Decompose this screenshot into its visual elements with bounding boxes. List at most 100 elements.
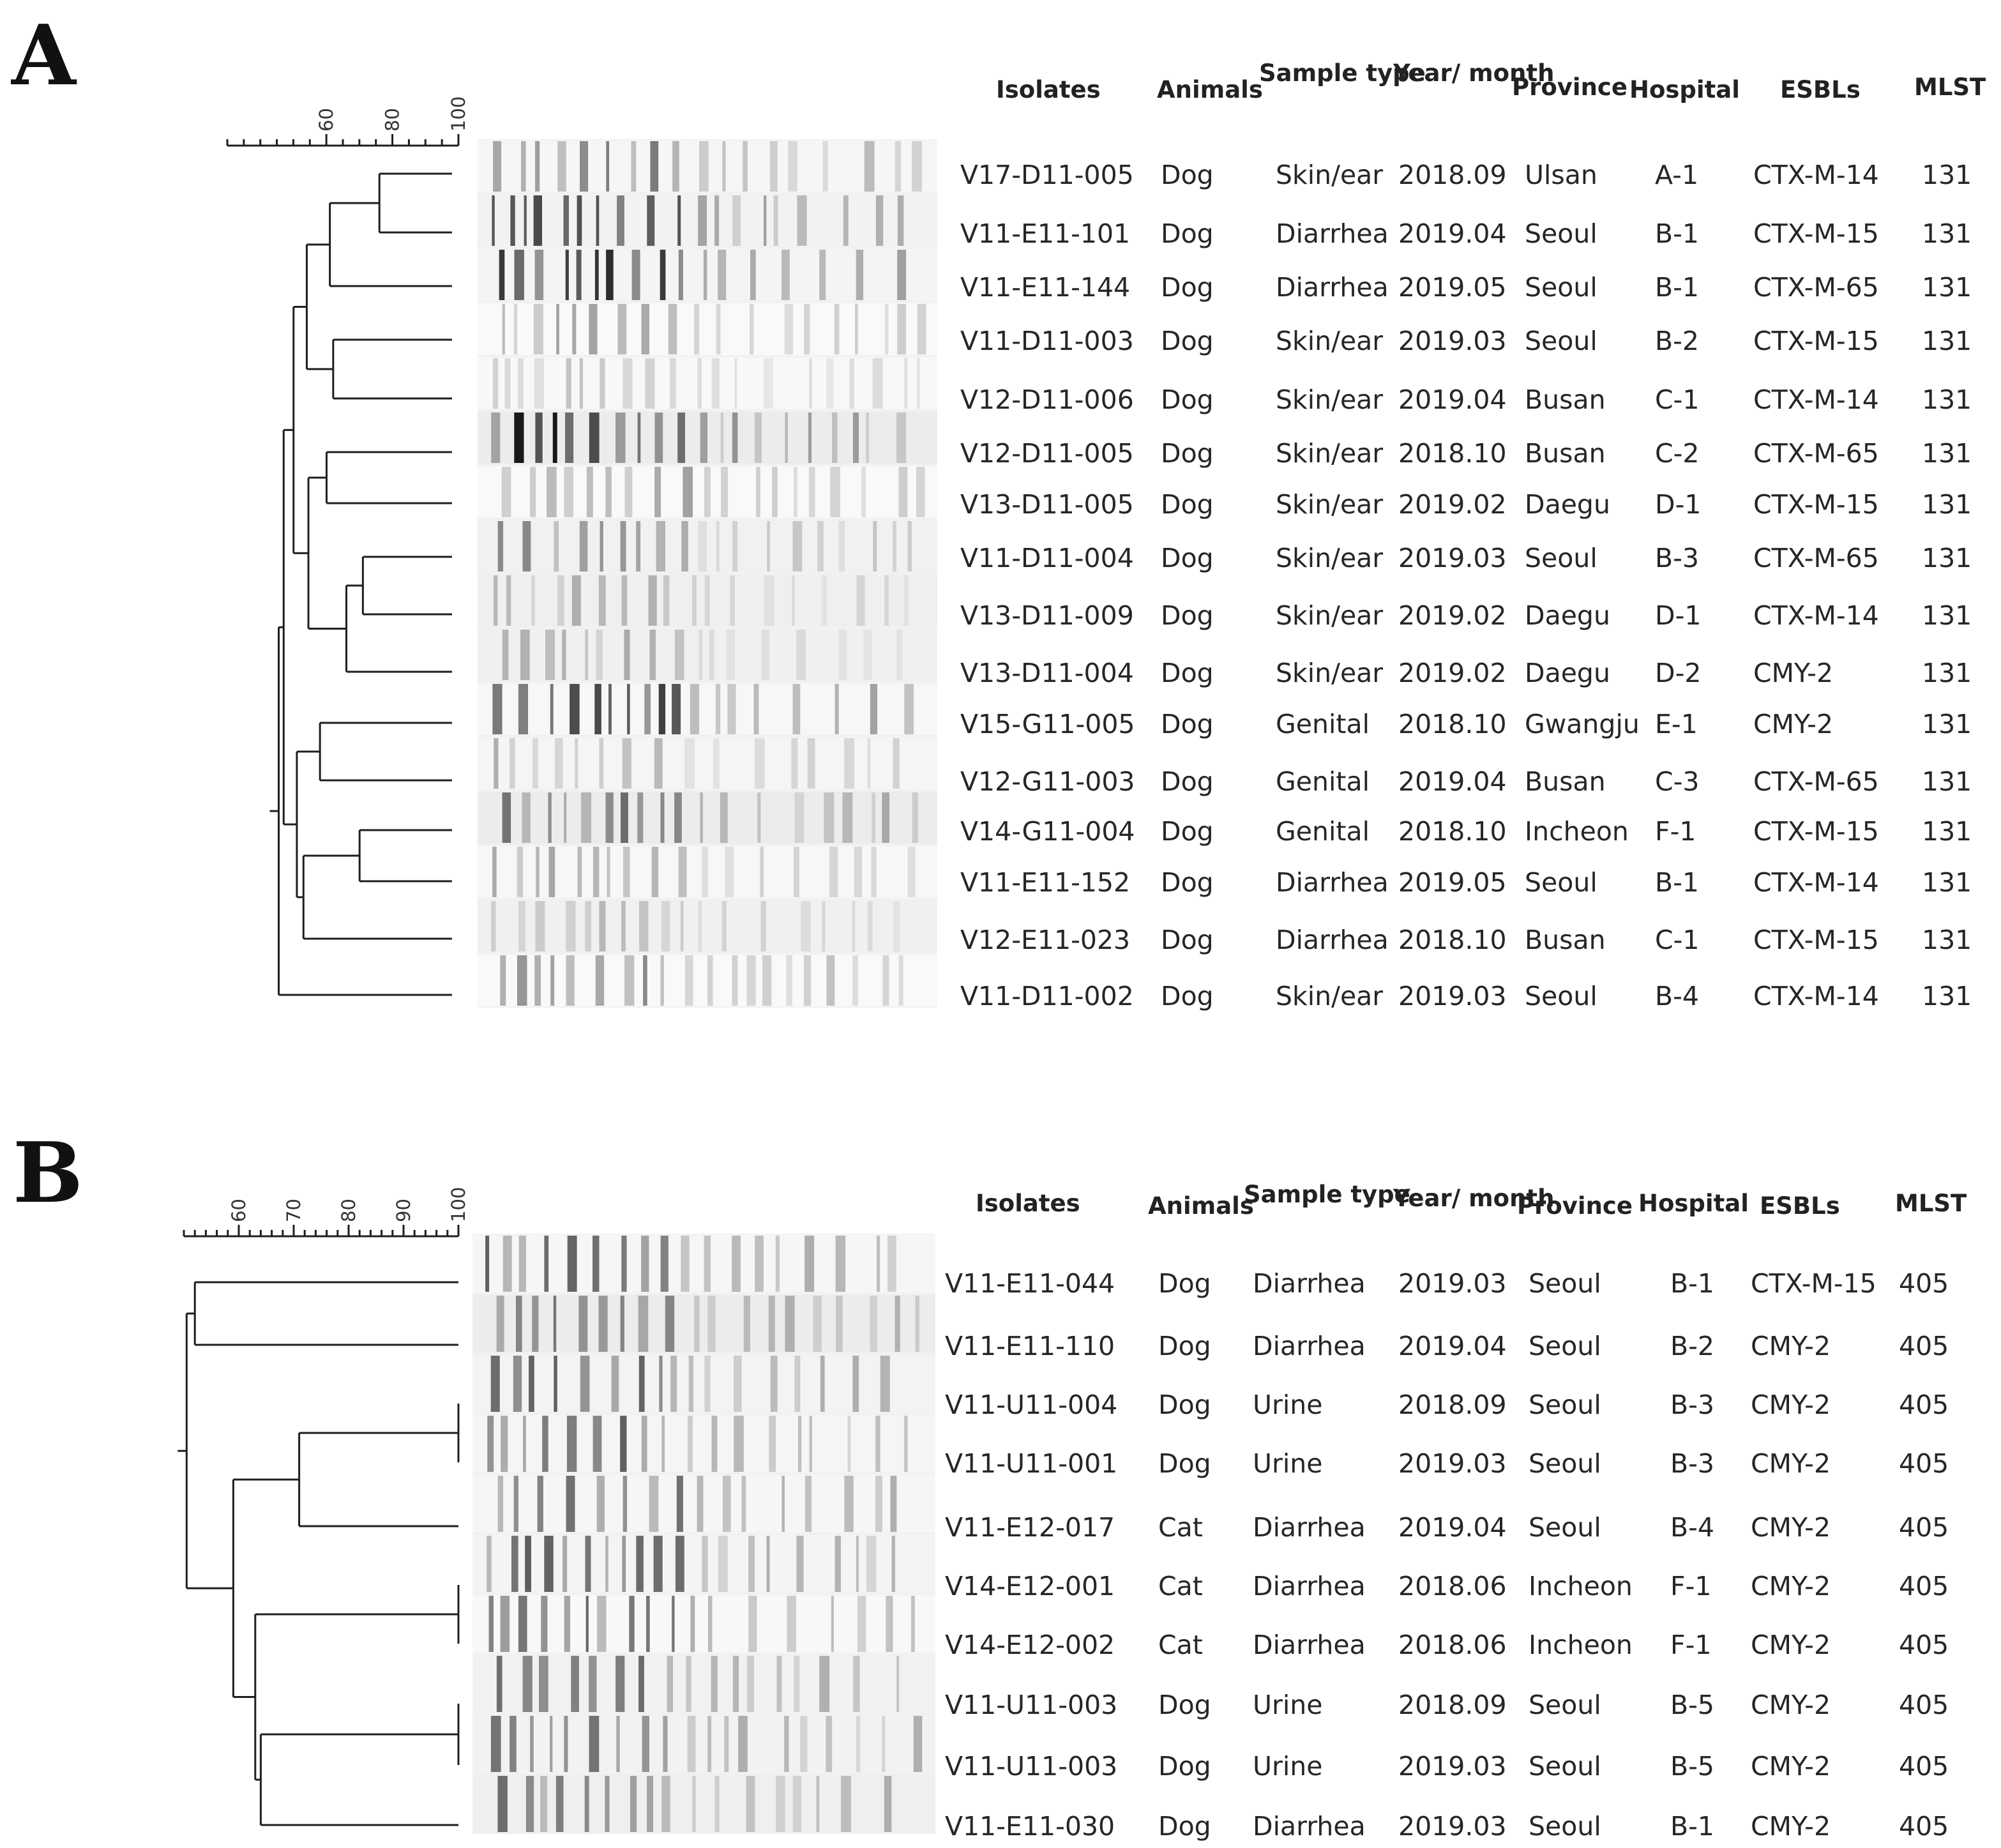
gel-band [872, 358, 883, 409]
gel-band [564, 1596, 571, 1652]
gel-band [886, 1596, 893, 1652]
gel-band [809, 1416, 812, 1472]
pfge-gel [478, 139, 937, 1008]
gel-band [624, 467, 633, 517]
gel-lane [472, 1775, 935, 1833]
gel-band [684, 955, 693, 1006]
gel-band [841, 1776, 851, 1832]
gel-band [485, 1236, 490, 1292]
pfge-gel [472, 1234, 935, 1834]
gel-band [534, 250, 544, 300]
gel-band [620, 521, 626, 572]
gel-band [707, 1296, 716, 1352]
gel-band [525, 1776, 534, 1832]
province: Busan [1525, 925, 1606, 955]
isolate-id: V11-E11-101 [960, 218, 1131, 249]
year-month: 2019.04 [1398, 384, 1507, 415]
gel-band [496, 1296, 504, 1352]
hospital: B-1 [1655, 218, 1700, 249]
gel-band [895, 1296, 900, 1352]
sample-type: Diarrhea [1253, 1331, 1366, 1361]
gel-band [698, 195, 707, 246]
animal: Dog [1158, 1448, 1211, 1479]
gel-band [492, 358, 499, 409]
animal: Dog [1161, 816, 1214, 847]
gel-band [738, 1716, 748, 1772]
gel-band [754, 738, 765, 789]
gel-band [514, 413, 524, 463]
gel-band [658, 684, 666, 734]
gel-band [606, 250, 614, 300]
gel-band [585, 1536, 591, 1592]
gel-band [838, 521, 845, 572]
gel-band [487, 1536, 492, 1592]
gel-band [797, 195, 807, 246]
similarity-scale: 60 80 100 [226, 96, 469, 147]
gel-band [554, 1356, 557, 1412]
sample-type: Diarrhea [1276, 272, 1389, 303]
gel-band [801, 901, 811, 951]
gel-band [708, 1596, 713, 1652]
isolate-id: V15-G11-005 [960, 709, 1135, 739]
gel-band [599, 901, 606, 951]
mlst-type: 405 [1899, 1751, 1949, 1782]
gel-band [857, 1596, 866, 1652]
gel-band [548, 792, 552, 843]
gel-band [770, 1356, 778, 1412]
year-month: 2019.03 [1398, 1811, 1507, 1842]
gel-band [732, 1236, 741, 1292]
gel-band [520, 630, 530, 680]
gel-band [830, 467, 840, 517]
gel-band [510, 195, 515, 246]
gel-band [562, 630, 566, 680]
gel-band [595, 955, 605, 1006]
gel-band [511, 1536, 518, 1592]
gel-band [535, 141, 540, 192]
year-month: 2018.10 [1398, 925, 1507, 955]
gel-band [668, 304, 677, 354]
province: Seoul [1525, 272, 1597, 303]
gel-band [644, 684, 651, 734]
gel-band [596, 1476, 605, 1532]
gel-band [800, 1716, 808, 1772]
mlst-type: 405 [1899, 1331, 1949, 1361]
gel-band [564, 467, 573, 517]
animal: Dog [1161, 384, 1214, 415]
gel-band [566, 1476, 575, 1532]
province: Seoul [1529, 1811, 1601, 1842]
province: Busan [1525, 766, 1606, 797]
gel-lane [478, 900, 937, 952]
gel-band [623, 1476, 628, 1532]
gel-band [903, 1416, 908, 1472]
gel-band [651, 847, 659, 897]
gel-band [760, 847, 764, 897]
year-month: 2018.10 [1398, 816, 1507, 847]
mlst-type: 131 [1922, 438, 1972, 469]
gel-band [882, 1716, 886, 1772]
sample-type: Diarrhea [1276, 867, 1389, 898]
gel-band [875, 195, 884, 246]
gel-lane [472, 1355, 935, 1413]
gel-band [492, 195, 495, 246]
animal: Dog [1158, 1690, 1211, 1720]
isolate-id: V11-D11-004 [960, 543, 1134, 573]
gel-band [867, 738, 871, 789]
gel-band [600, 358, 605, 409]
year-month: 2019.03 [1398, 1751, 1507, 1782]
gel-band [709, 630, 714, 680]
header-province: Province [1512, 73, 1627, 101]
gel-band [826, 955, 835, 1006]
gel-lane [478, 466, 937, 518]
gel-band [678, 250, 683, 300]
gel-band [743, 141, 748, 192]
gel-band [684, 738, 695, 789]
header-hospital: Hospital [1629, 76, 1740, 103]
gel-band [787, 1596, 796, 1652]
gel-band [694, 304, 699, 354]
gel-band [747, 1656, 755, 1712]
mlst-type: 131 [1922, 816, 1972, 847]
gel-lane [472, 1655, 935, 1713]
gel-band [896, 630, 903, 680]
gel-band [707, 955, 713, 1006]
animal: Dog [1161, 218, 1214, 249]
